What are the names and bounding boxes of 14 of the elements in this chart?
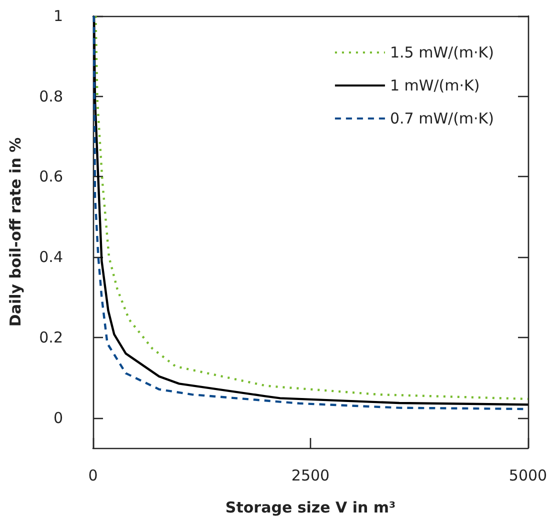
y-axis-title: Daily boil-off rate in % [6,137,24,327]
x-tick-label: 0 [88,466,98,484]
x-axis-title: Storage size V in m³ [225,498,396,516]
y-tick-label: 0.8 [39,87,63,106]
y-tick-label: 0.6 [39,168,63,186]
legend-label: 1 mW/(m·K) [390,76,480,94]
y-tick-label: 0.4 [39,248,63,266]
y-tick-label: 1 [53,7,63,25]
legend-label: 0.7 mW/(m·K) [390,110,494,128]
y-tick-label: 0.2 [39,328,63,346]
y-tick-label: 0 [53,408,63,427]
x-tick-label: 5000 [508,466,548,484]
legend-label: 1.5 mW/(m·K) [390,44,494,62]
x-tick-label: 2500 [291,466,330,484]
